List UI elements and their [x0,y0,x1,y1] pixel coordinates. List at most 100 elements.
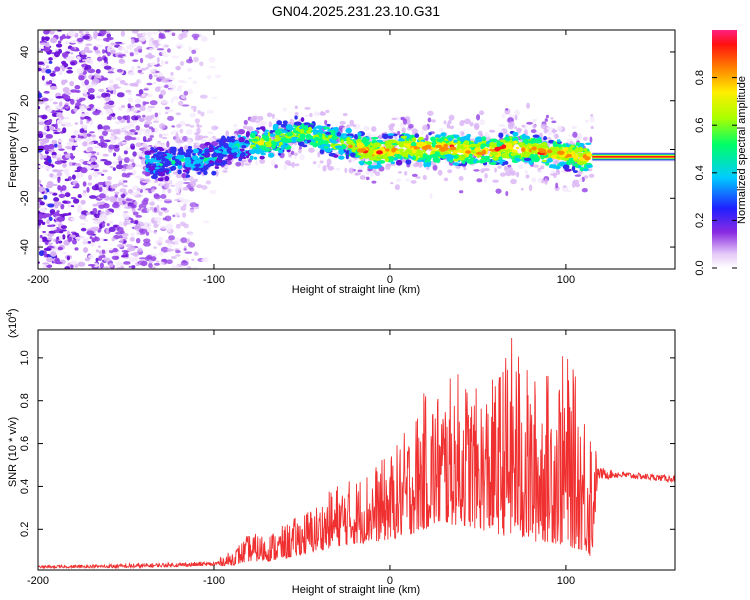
haze-blob [299,154,305,161]
hot-blob [556,150,565,155]
x-tick-label: -200 [27,575,49,587]
ridge-blob [229,135,236,139]
noise-blob [82,35,90,40]
noise-blob [183,90,189,96]
noise-blob [174,240,179,246]
ridge-blob [282,137,288,143]
noise-blob [154,64,160,67]
ridge-blob [338,148,345,155]
noise-blob [158,211,163,216]
noise-blob [62,200,68,204]
noise-blob [48,118,53,123]
noise-blob [56,128,61,131]
haze-blob [501,113,506,119]
haze-blob [420,130,424,136]
snr-panel: -200 -100 0 100 0.2 0.4 0.6 0.8 1.0 Height of s… [5,308,676,596]
ridge-blob [470,157,475,161]
noise-blob [205,180,212,185]
colorbar-tick-label: 0.4 [694,165,706,180]
noise-blob [139,57,144,64]
noise-blob [79,54,87,58]
noise-blob [91,237,95,243]
ridge-blob [318,139,325,144]
noise-blob [110,89,114,94]
ridge-blob [299,133,306,139]
ridge-blob [340,139,344,144]
haze-blob [506,167,513,171]
noise-blob [84,219,89,222]
noise-blob [163,30,171,33]
haze-blob [293,156,297,159]
noise-blob [93,262,99,268]
noise-blob [116,226,124,233]
noise-blob [90,151,97,154]
noise-blob [131,30,139,34]
ridge-blob [259,126,266,130]
haze-blob [576,133,583,140]
noise-blob [135,125,141,131]
haze-blob [431,119,436,123]
ridge-blob [491,143,496,149]
noise-blob [86,230,95,236]
noise-blob [186,266,192,269]
noise-blob [86,212,91,216]
ridge-blob [238,151,242,154]
noise-blob [47,203,55,208]
noise-blob [206,109,215,114]
noise-blob [46,107,53,113]
noise-blob [182,212,187,218]
haze-blob [202,135,209,139]
haze-blob [397,171,403,174]
ridge-blob [236,153,241,158]
noise-blob [145,31,153,36]
haze-blob [556,169,561,176]
noise-blob [42,230,47,233]
noise-blob [110,135,115,140]
ridge-blob [197,171,201,175]
haze-blob [250,115,257,123]
ridge-blob [497,159,506,162]
ridge-blob [214,166,220,169]
noise-blob [190,105,197,109]
noise-blob [49,85,58,90]
noise-blob [96,56,103,62]
haze-blob [175,136,181,144]
ridge-blob [395,159,403,166]
ridge-blob [172,151,176,156]
noise-blob [145,66,149,70]
noise-blob [106,31,111,34]
ridge-blob [556,155,561,159]
noise-blob [115,41,123,44]
haze-blob [246,126,254,132]
haze-blob [395,178,401,182]
noise-blob [156,199,163,202]
noise-blob [122,236,128,240]
ridge-blob [164,160,172,167]
noise-blob [116,68,123,73]
haze-blob [283,164,287,171]
x-tick-label: 0 [387,274,393,286]
haze-blob [460,131,465,136]
ridge-blob [245,130,250,137]
noise-blob [70,155,74,160]
noise-blob [75,172,84,178]
ridge-blob [153,148,158,153]
noise-blob [122,252,128,255]
ridge-blob [144,154,150,159]
noise-blob [183,248,187,251]
noise-blob [134,137,141,141]
noise-blob [186,238,190,242]
haze-blob [589,116,595,123]
ridge-blob [556,139,561,143]
noise-blob [61,251,68,255]
noise-blob [89,236,93,240]
noise-blob [163,78,170,81]
noise-blob [146,35,152,38]
noise-blob [112,251,119,257]
ridge-blob [428,132,432,136]
haze-blob [537,177,542,183]
haze-blob [556,125,563,132]
noise-blob [53,131,61,135]
noise-blob [51,139,58,145]
noise-blob [148,44,154,47]
